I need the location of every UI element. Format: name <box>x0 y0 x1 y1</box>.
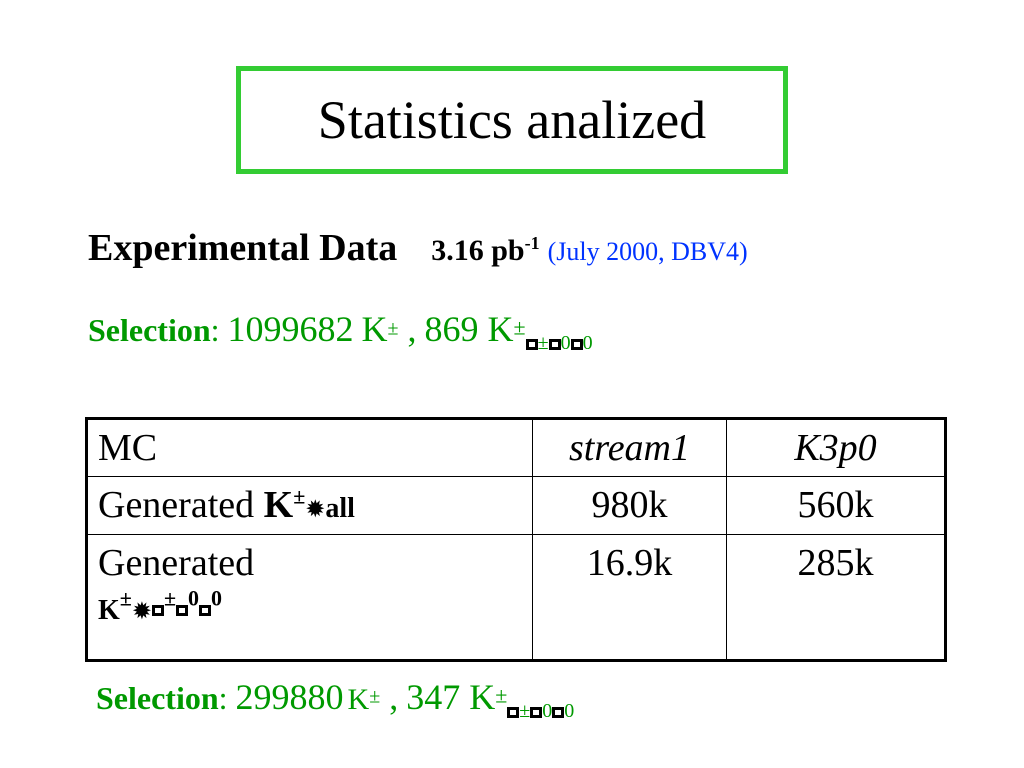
selection-value-2: 347 K <box>406 677 496 717</box>
selection-label: Selection <box>96 680 219 716</box>
selection-label: Selection <box>88 312 211 348</box>
row-label-pm: ± <box>293 483 306 509</box>
sub-pm: ± <box>519 700 531 722</box>
header-k3p0: K3p0 <box>726 418 946 477</box>
missing-glyph-icon <box>552 706 565 718</box>
sub-zero-2: 0 <box>582 332 593 354</box>
sub-pm: ± <box>537 332 549 354</box>
starburst-icon: ✹ <box>305 497 326 523</box>
row-label-text: Generated <box>98 542 255 584</box>
table-row: Generated K±✹± 0 0 16.9k 285k <box>86 534 946 661</box>
missing-glyph-icon <box>548 338 561 350</box>
selection-value-1: 1099682 <box>227 309 354 349</box>
header-stream1: stream1 <box>532 418 727 477</box>
table-header-row: MC stream1 K3p0 <box>86 418 946 477</box>
row-label-tail: all <box>325 493 355 524</box>
cell-value: 560k <box>726 476 946 535</box>
luminosity: 3.16 pb-1 <box>431 233 540 267</box>
selection-sep: , <box>398 309 417 349</box>
selection-kaon: K <box>347 683 370 716</box>
title-box: Statistics analized <box>236 66 788 174</box>
missing-glyph-icon <box>199 604 212 616</box>
slide-title: Statistics analized <box>317 90 707 150</box>
missing-glyph-icon <box>176 604 189 616</box>
row-label-zero-2: 0 <box>211 585 223 611</box>
experimental-data-line: Experimental Data 3.16 pb-1 (July 2000, DB… <box>88 226 748 270</box>
row-label-text: Generated <box>98 484 255 526</box>
selection-pm: ± <box>369 685 381 708</box>
sub-zero-1: 0 <box>542 700 553 722</box>
row-label: Generated K±✹± 0 0 <box>86 534 533 661</box>
selection-kaon: K <box>361 309 388 349</box>
selection-pm: ± <box>387 317 399 340</box>
missing-glyph-icon <box>525 338 538 350</box>
decay-subscript: ±0 0 <box>507 700 574 722</box>
row-label: Generated K±✹all <box>86 476 533 535</box>
missing-glyph-icon <box>530 706 543 718</box>
selection-pm-2: ± <box>513 314 526 340</box>
missing-glyph-icon <box>507 706 520 718</box>
data-note: (July 2000, DBV4) <box>547 237 748 266</box>
row-label-pm: ± <box>119 585 132 611</box>
selection-sep: , <box>380 677 399 717</box>
selection-value-1: 299880 <box>235 677 344 717</box>
cell-value: 980k <box>532 476 727 535</box>
mc-table: MC stream1 K3p0 Generated K±✹all 980k 56… <box>85 417 947 662</box>
selection-pm-2: ± <box>495 682 508 708</box>
missing-glyph-icon <box>151 604 164 616</box>
decay-subscript: ±0 0 <box>525 332 593 354</box>
table-row: Generated K±✹all 980k 560k <box>86 476 946 535</box>
cell-value: 16.9k <box>532 534 727 661</box>
row-label-zero-1: 0 <box>188 585 200 611</box>
sub-zero-2: 0 <box>564 700 575 722</box>
cell-value: 285k <box>726 534 946 661</box>
sub-zero-1: 0 <box>560 332 571 354</box>
header-mc-text: MC <box>98 427 158 469</box>
luminosity-exponent: -1 <box>524 233 540 253</box>
luminosity-value: 3.16 pb <box>431 234 525 267</box>
row-label-kaon: K <box>98 595 120 626</box>
selection-colon: : <box>218 680 228 716</box>
row-label-sub-pm: ± <box>163 585 177 611</box>
starburst-icon: ✹ <box>131 599 152 625</box>
header-mc: MC <box>86 418 533 477</box>
selection-top: Selection: 1099682 K± , 869 K±± 0 0 <box>88 308 593 355</box>
selection-bottom: Selection: 299880 K± , 347 K±± 0 0 <box>96 676 574 723</box>
missing-glyph-icon <box>570 338 583 350</box>
row-label-kaon: K <box>263 484 294 526</box>
selection-colon: : <box>210 312 220 348</box>
selection-value-2: 869 K <box>424 309 514 349</box>
experimental-label: Experimental Data <box>88 227 398 269</box>
